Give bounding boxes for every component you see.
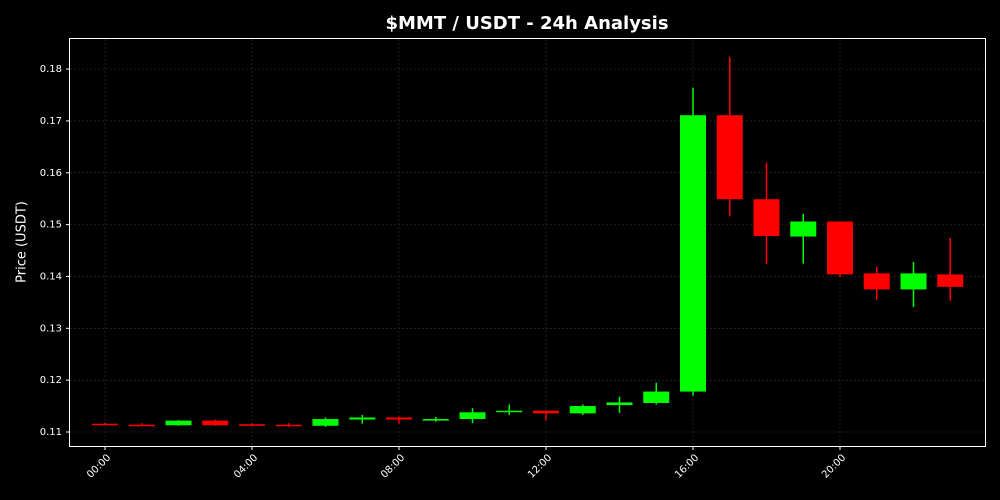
candle-body	[937, 274, 964, 287]
candle-body	[422, 419, 449, 421]
candle-body	[202, 420, 229, 426]
candles	[92, 57, 964, 427]
y-tick-label: 0.17	[40, 116, 62, 127]
plot-frame	[69, 38, 986, 447]
candle-body	[349, 417, 376, 420]
y-tick-label: 0.16	[40, 168, 62, 179]
candle-body	[827, 221, 853, 275]
y-tick-label: 0.11	[40, 427, 62, 438]
candle-body	[863, 273, 890, 290]
candle-body	[92, 423, 118, 426]
y-tick-label: 0.15	[40, 220, 62, 231]
candle-body	[643, 391, 670, 403]
candle-body	[165, 420, 192, 426]
chart-title: $MMT / USDT - 24h Analysis	[385, 13, 668, 34]
candle-body	[459, 412, 486, 420]
candle-body	[533, 410, 559, 414]
candle-body	[128, 424, 155, 427]
candle-body	[753, 199, 780, 237]
y-tick-label: 0.14	[40, 271, 62, 282]
y-tick-label: 0.18	[40, 64, 62, 75]
candle-body	[569, 406, 596, 414]
candle-body	[275, 424, 302, 427]
y-tick-label: 0.12	[40, 375, 62, 386]
candle-body	[716, 115, 743, 200]
candle-body	[900, 273, 927, 290]
y-axis-label: Price (USDT)	[15, 201, 30, 283]
candle-body	[239, 424, 265, 426]
y-tick-label: 0.13	[40, 323, 62, 334]
candle-body	[606, 402, 633, 406]
candle-body	[312, 419, 339, 426]
candle-body	[680, 115, 706, 392]
candle-body	[496, 410, 523, 413]
candle-body	[386, 417, 412, 420]
candle-body	[790, 221, 817, 237]
grid	[70, 39, 985, 446]
